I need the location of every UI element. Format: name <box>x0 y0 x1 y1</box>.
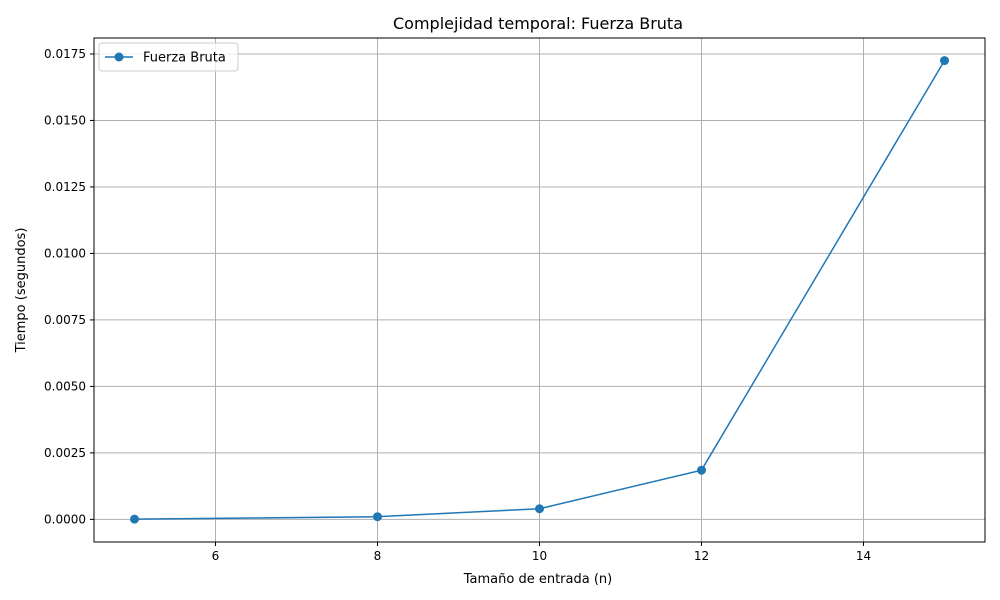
data-point <box>697 465 706 475</box>
y-tick-label: 0.0100 <box>44 246 86 260</box>
y-tick-label: 0.0125 <box>44 180 86 194</box>
x-tick-label: 12 <box>694 549 709 563</box>
legend-marker-swatch <box>114 52 124 62</box>
y-axis-ticks: 0.0000 0.0025 0.0050 0.0075 0.0100 0.0125 0.01… <box>44 47 94 526</box>
legend-box <box>98 42 239 72</box>
x-axis-ticks: 6 8 10 12 14 <box>212 542 871 563</box>
y-tick-label: 0.0050 <box>44 379 86 393</box>
x-tick-label: 10 <box>532 549 547 563</box>
grid <box>94 38 985 542</box>
legend: Fuerza Bruta <box>98 42 239 72</box>
y-tick-label: 0.0075 <box>44 313 86 327</box>
x-axis-label: Tamaño de entrada (n) <box>463 572 612 587</box>
x-tick-label: 14 <box>856 549 871 563</box>
y-tick-label: 0.0150 <box>44 113 86 127</box>
legend-label: Fuerza Bruta <box>143 51 226 66</box>
x-tick-label: 6 <box>212 549 220 563</box>
x-tick-label: 8 <box>374 549 382 563</box>
series-layer <box>130 56 949 524</box>
y-tick-label: 0.0000 <box>44 512 86 526</box>
data-point <box>535 504 544 514</box>
data-point <box>940 56 949 66</box>
y-axis-label: Tiempo (segundos) <box>14 228 29 354</box>
chart-title: Complejidad temporal: Fuerza Bruta <box>393 14 683 33</box>
y-tick-label: 0.0025 <box>44 446 86 460</box>
data-point <box>130 514 139 524</box>
y-tick-label: 0.0175 <box>44 47 86 61</box>
data-point <box>373 512 382 522</box>
